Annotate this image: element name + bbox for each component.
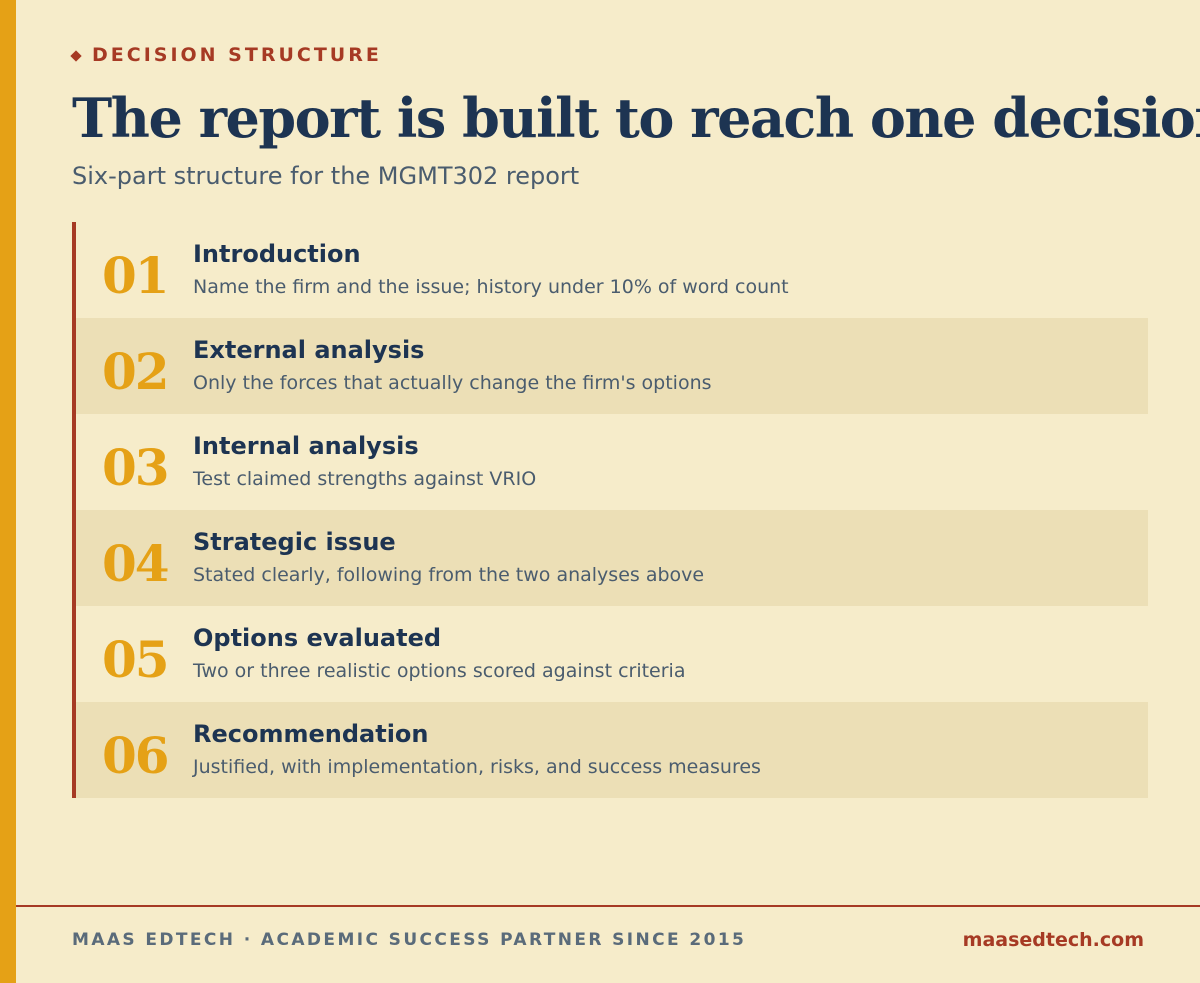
section-item-external-analysis: 02 External analysis Only the forces tha… [76, 318, 1148, 414]
section-list: 01 Introduction Name the firm and the is… [72, 222, 1148, 798]
section-title: External analysis [193, 336, 425, 364]
diamond-icon [70, 49, 82, 62]
section-description: Two or three realistic options scored ag… [193, 660, 686, 682]
section-number: 05 [102, 630, 170, 689]
footer-website-link[interactable]: maasedtech.com [962, 929, 1144, 951]
section-number: 06 [102, 726, 170, 785]
section-item-introduction: 01 Introduction Name the firm and the is… [76, 222, 1148, 318]
section-item-internal-analysis: 03 Internal analysis Test claimed streng… [76, 414, 1148, 510]
section-title: Recommendation [193, 720, 429, 748]
section-number: 02 [102, 342, 170, 401]
section-title: Strategic issue [193, 528, 396, 556]
section-item-strategic-issue: 04 Strategic issue Stated clearly, follo… [76, 510, 1148, 606]
section-description: Name the firm and the issue; history und… [193, 276, 789, 298]
section-item-options-evaluated: 05 Options evaluated Two or three realis… [76, 606, 1148, 702]
section-description: Test claimed strengths against VRIO [193, 468, 537, 490]
footer-divider [16, 905, 1200, 907]
eyebrow: DECISION STRUCTURE [70, 44, 382, 66]
section-description: Justified, with implementation, risks, a… [193, 756, 761, 778]
section-number: 01 [102, 246, 170, 305]
section-title: Options evaluated [193, 624, 442, 652]
section-item-recommendation: 06 Recommendation Justified, with implem… [76, 702, 1148, 798]
eyebrow-label: DECISION STRUCTURE [92, 44, 382, 66]
section-description: Stated clearly, following from the two a… [193, 564, 705, 586]
section-number: 03 [102, 438, 170, 497]
section-description: Only the forces that actually change the… [193, 372, 712, 394]
left-accent-bar [0, 0, 16, 983]
section-title: Internal analysis [193, 432, 419, 460]
footer-tagline: MAAS EDTECH · ACADEMIC SUCCESS PARTNER S… [72, 930, 747, 950]
section-number: 04 [102, 534, 170, 593]
page-title: The report is built to reach one decisio… [72, 86, 1200, 150]
section-title: Introduction [193, 240, 361, 268]
page-subtitle: Six-part structure for the MGMT302 repor… [72, 162, 580, 190]
